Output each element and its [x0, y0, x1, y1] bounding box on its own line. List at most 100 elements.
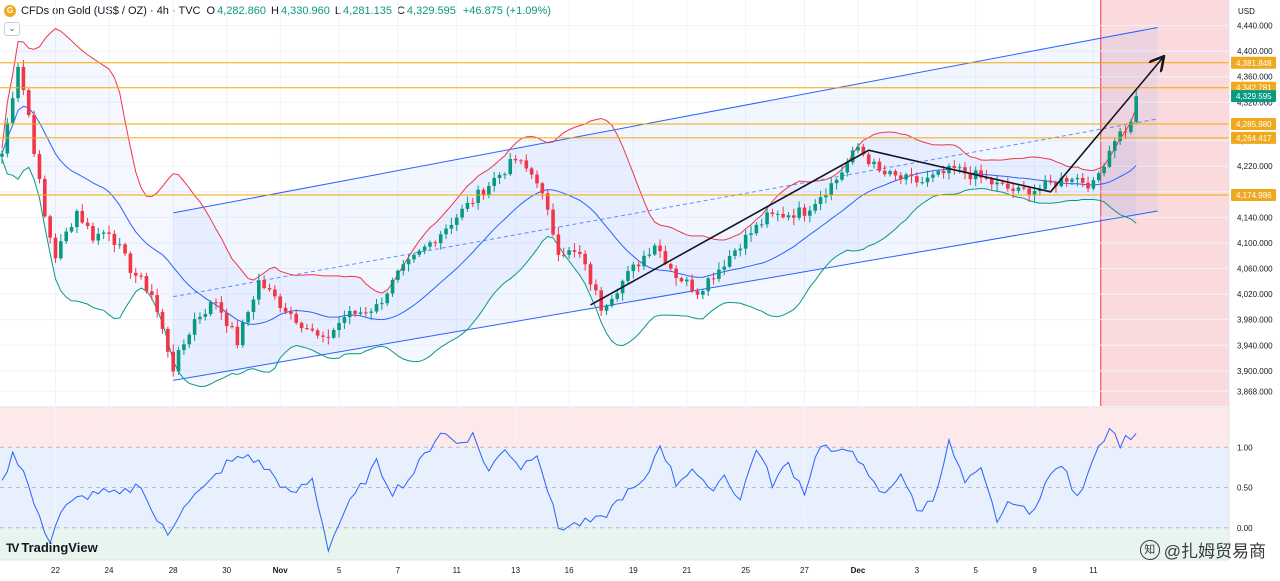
candle-body	[594, 284, 598, 291]
candle-55	[294, 309, 299, 325]
bollinger-lower-line	[1, 158, 1137, 387]
candle-51	[273, 285, 277, 300]
watermark-text: @扎姆贸易商	[1163, 542, 1266, 561]
candle-155	[829, 177, 834, 201]
candle-body	[947, 165, 951, 174]
candle-body	[931, 174, 935, 178]
candle-body	[979, 170, 983, 178]
candle-body	[1059, 178, 1064, 187]
candle-body	[449, 224, 454, 229]
candle-body	[43, 178, 47, 217]
candle-body	[251, 299, 256, 313]
candle-body	[856, 146, 860, 151]
candle-body	[899, 175, 903, 180]
symbol-title[interactable]: CFDs on Gold (US$ / OZ) · 4h · TVC	[21, 5, 201, 17]
candle-body	[519, 160, 523, 162]
candle-body	[412, 254, 416, 260]
candle-79	[422, 244, 427, 255]
candle-41	[219, 296, 224, 320]
candle-107	[572, 243, 577, 258]
candle-body	[540, 183, 545, 194]
candle-body	[75, 211, 79, 228]
candle-body	[567, 250, 571, 255]
candle-body	[171, 351, 175, 372]
candle-body	[588, 264, 593, 285]
x-tick-label-0: 22	[51, 566, 60, 575]
candle-body	[995, 182, 999, 185]
candle-97	[519, 159, 523, 165]
tradingview-name: TradingView	[21, 540, 98, 555]
candle-150	[802, 204, 807, 222]
candle-56	[299, 321, 304, 333]
candle-body	[471, 202, 475, 204]
candle-body	[273, 289, 277, 297]
y-tick-label-7: 4,140.000	[1237, 213, 1273, 222]
candle-body	[786, 215, 791, 218]
candle-19	[101, 229, 106, 240]
candle-body	[685, 279, 689, 282]
candles	[0, 59, 1138, 377]
candle-90	[481, 187, 486, 200]
candle-body	[460, 208, 464, 218]
candle-body	[347, 310, 352, 318]
candle-body	[278, 296, 282, 308]
candle-99	[529, 166, 534, 180]
candle-body	[492, 178, 496, 186]
candle-145	[775, 210, 780, 222]
candle-body	[224, 312, 229, 327]
candle-181	[968, 166, 973, 186]
candle-body	[1129, 121, 1133, 133]
candle-body	[845, 162, 850, 173]
candle-33	[176, 346, 181, 375]
candle-body	[770, 212, 775, 214]
candle-body	[679, 278, 684, 282]
x-tick-label-10: 19	[629, 566, 638, 575]
candle-84	[449, 217, 454, 235]
candle-body	[257, 280, 261, 300]
candle-body	[128, 253, 133, 273]
candle-177	[947, 163, 951, 180]
candle-body	[503, 174, 507, 176]
candle-24	[128, 251, 133, 279]
candle-111	[594, 279, 598, 296]
candle-205	[1096, 171, 1101, 183]
candle-60	[321, 331, 325, 343]
candle-body	[738, 248, 743, 251]
candle-189	[1011, 183, 1015, 199]
candle-8	[43, 175, 47, 218]
candle-15	[80, 204, 85, 225]
candle-body	[1123, 131, 1128, 133]
x-tick-label-11: 21	[682, 566, 691, 575]
candle-body	[663, 251, 668, 264]
candle-54	[289, 306, 293, 320]
candle-190	[1016, 185, 1021, 194]
y-tick-label-8: 4,100.000	[1237, 239, 1273, 248]
candle-143	[765, 206, 769, 228]
candle-186	[995, 175, 999, 192]
zhihu-icon: 知	[1139, 539, 1160, 560]
candle-body	[877, 161, 882, 171]
candle-body	[765, 212, 769, 225]
candle-11	[59, 234, 63, 261]
candle-body	[989, 178, 994, 185]
candle-59	[315, 328, 320, 339]
candle-164	[877, 158, 882, 173]
candle-body	[16, 66, 20, 99]
candle-144	[770, 208, 775, 217]
candle-120	[642, 250, 646, 271]
y-tick-label-1: 4,400.000	[1237, 47, 1273, 56]
candle-26	[139, 272, 143, 280]
y-tick-label-12: 3,940.000	[1237, 341, 1273, 350]
candle-body	[53, 237, 58, 259]
y-tick-label-10: 4,020.000	[1237, 290, 1273, 299]
candle-95	[508, 152, 513, 176]
tradingview-logo: TV TradingView	[6, 540, 98, 555]
candle-114	[610, 295, 614, 308]
y-tick-label-11: 3,980.000	[1237, 316, 1273, 325]
candle-body	[1075, 177, 1080, 180]
candle-166	[888, 169, 892, 177]
candle-108	[578, 245, 582, 258]
price-level-badge-3-text: 4,264.417	[1236, 134, 1272, 143]
candle-body	[759, 224, 764, 226]
